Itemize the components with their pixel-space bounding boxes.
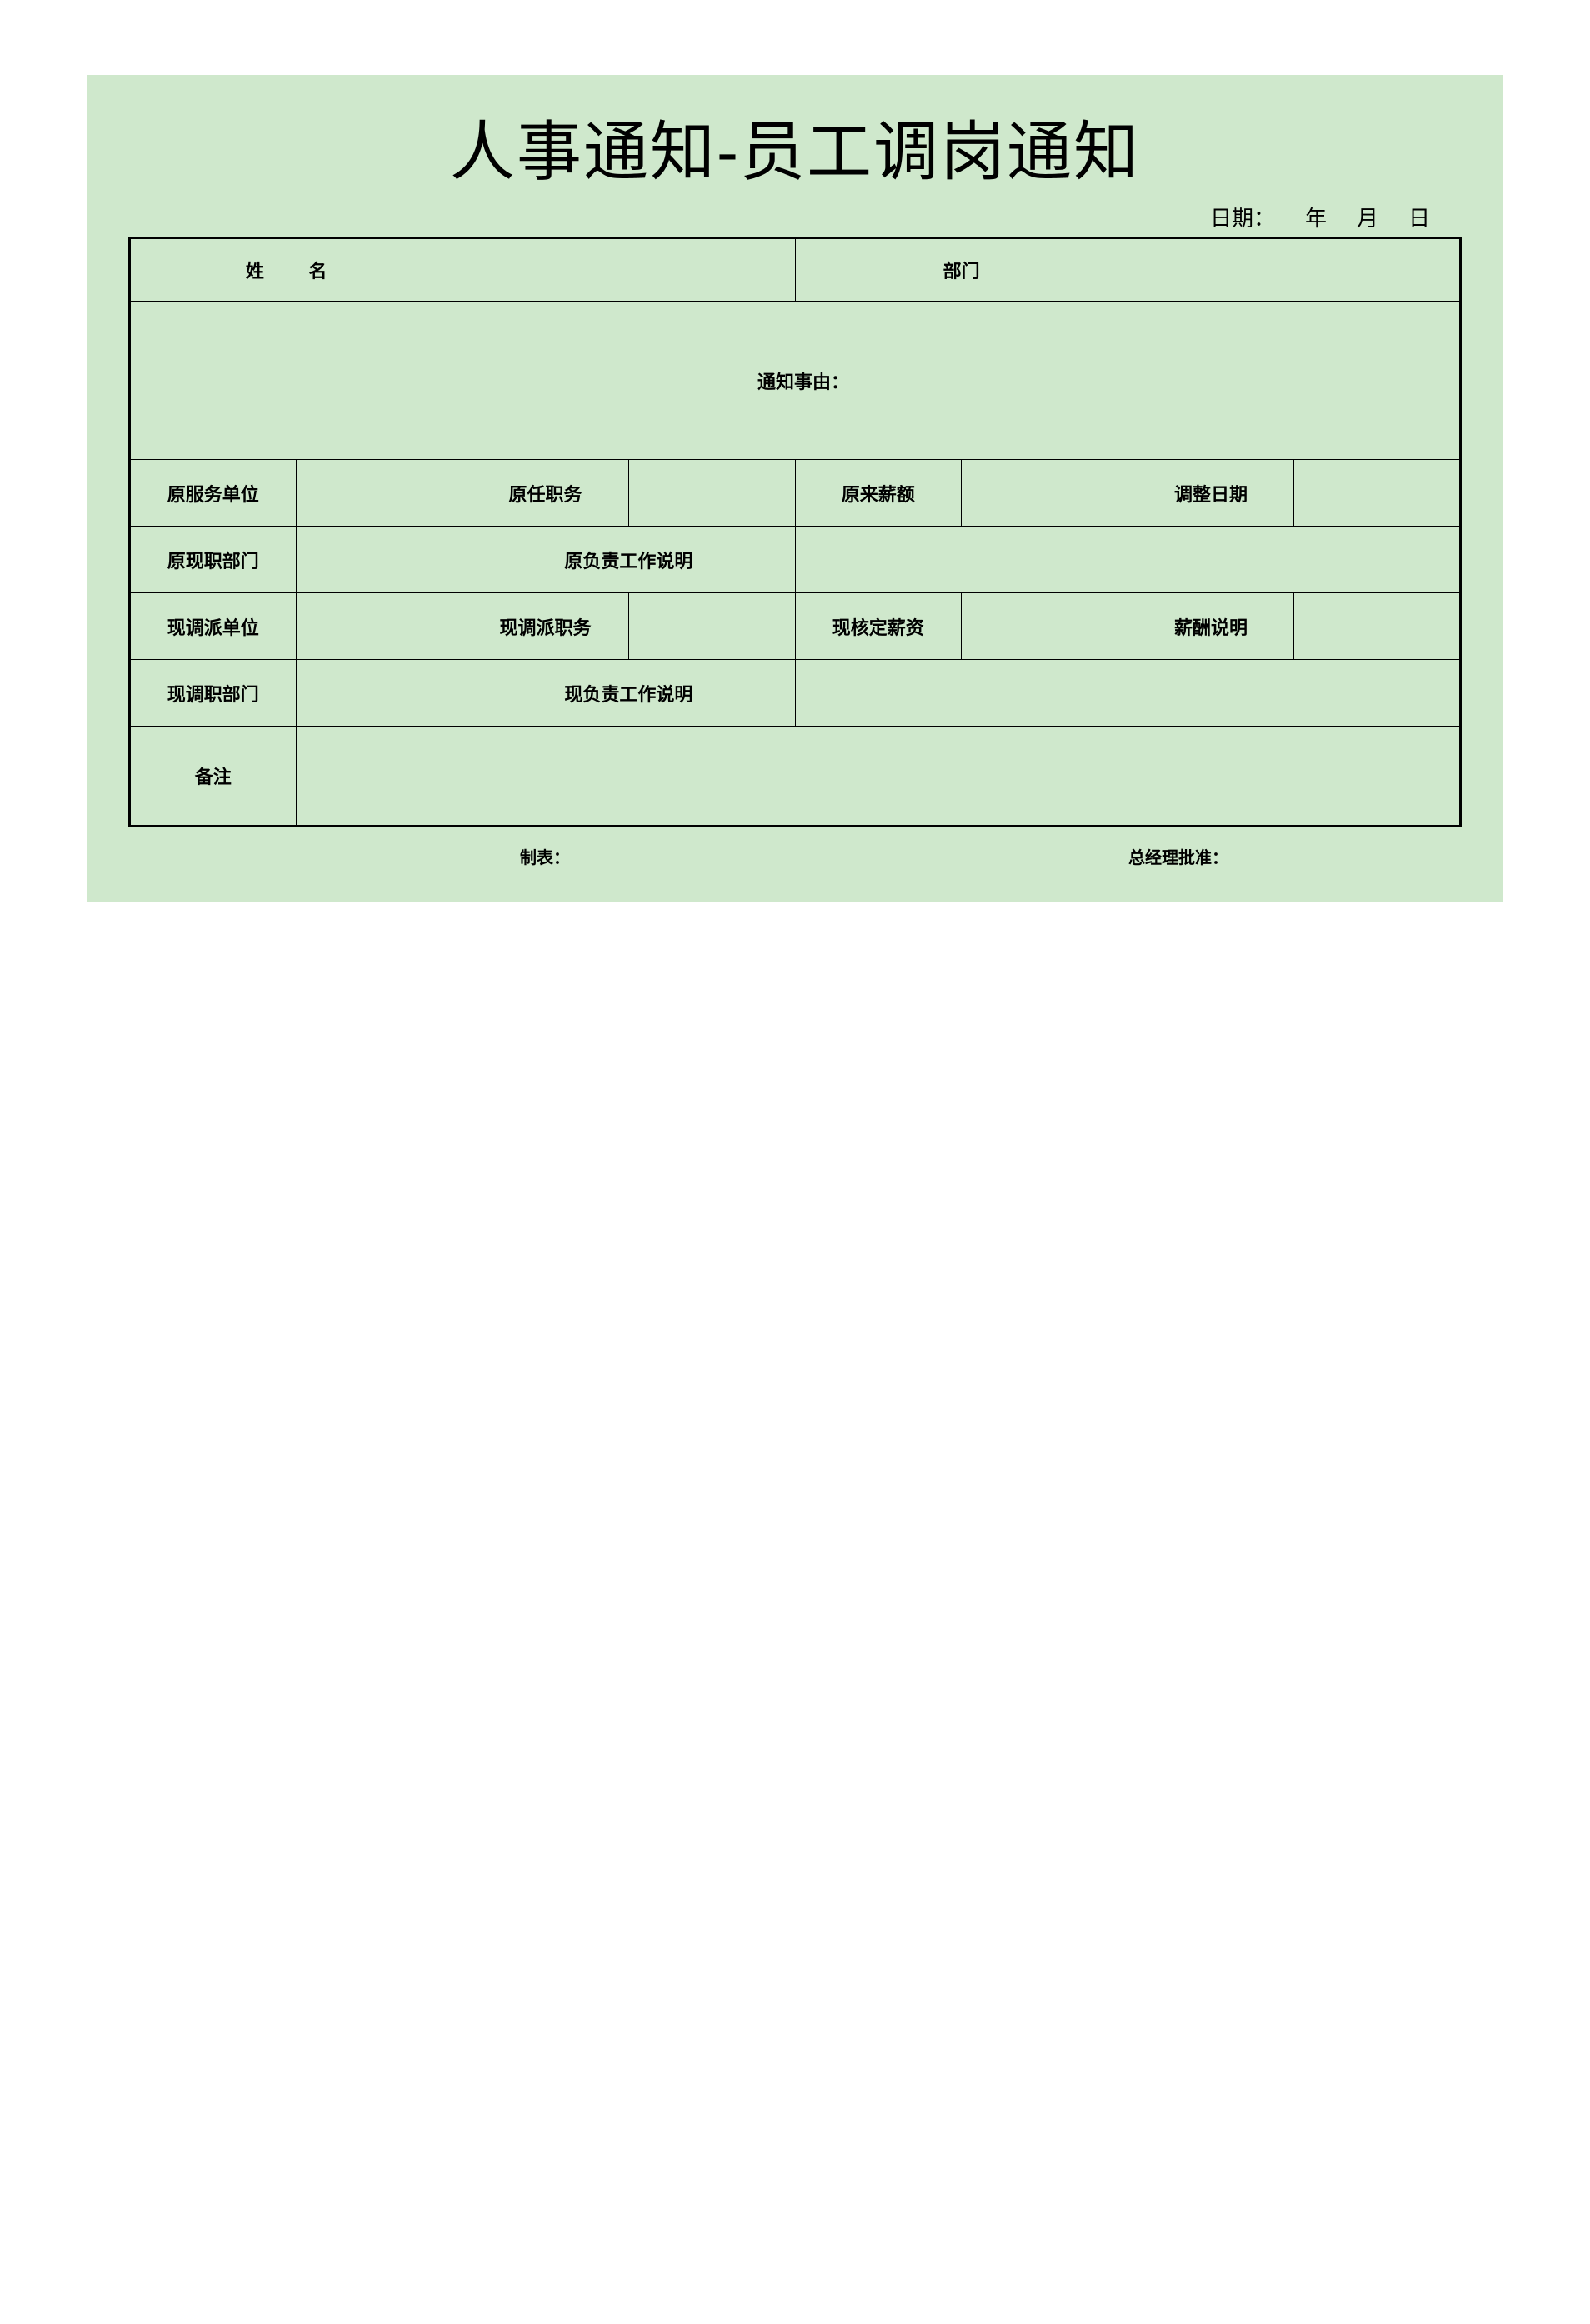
- orig-work-desc-value[interactable]: [795, 527, 1461, 593]
- new-dept-row: 现调职部门 现负责工作说明: [130, 660, 1461, 727]
- orig-dept-value[interactable]: [296, 527, 462, 593]
- preparer-label: 制表：: [128, 844, 795, 868]
- reason-cell[interactable]: 通知事由：: [130, 302, 1461, 460]
- header-row: 姓 名 部门: [130, 238, 1461, 302]
- new-unit-label: 现调派单位: [130, 593, 297, 660]
- orig-salary-value[interactable]: [962, 460, 1128, 527]
- name-value[interactable]: [462, 238, 795, 302]
- adjust-date-label: 调整日期: [1128, 460, 1294, 527]
- name-label: 姓 名: [130, 238, 462, 302]
- new-dept-value[interactable]: [296, 660, 462, 727]
- salary-desc-label: 薪酬说明: [1128, 593, 1294, 660]
- month-label: 月: [1357, 207, 1378, 231]
- approver-label: 总经理批准：: [795, 844, 1462, 868]
- new-position-label: 现调派职务: [462, 593, 629, 660]
- day-label: 日: [1408, 207, 1430, 231]
- orig-dept-label: 原现职部门: [130, 527, 297, 593]
- year-label: 年: [1305, 207, 1327, 231]
- reason-row: 通知事由：: [130, 302, 1461, 460]
- remark-label: 备注: [130, 727, 297, 827]
- salary-desc-value[interactable]: [1294, 593, 1461, 660]
- new-dept-label: 现调职部门: [130, 660, 297, 727]
- form-title: 人事通知-员工调岗通知: [128, 100, 1462, 193]
- remark-row: 备注: [130, 727, 1461, 827]
- dept-value[interactable]: [1128, 238, 1460, 302]
- new-position-value[interactable]: [628, 593, 795, 660]
- form-container: 人事通知-员工调岗通知 日期：年月日 姓 名 部门 通知事由： 原服务单位 原任: [87, 75, 1503, 902]
- orig-dept-row: 原现职部门 原负责工作说明: [130, 527, 1461, 593]
- dept-label: 部门: [795, 238, 1128, 302]
- adjust-date-value[interactable]: [1294, 460, 1461, 527]
- orig-unit-value[interactable]: [296, 460, 462, 527]
- orig-salary-label: 原来薪额: [795, 460, 962, 527]
- reason-label: 通知事由：: [758, 372, 849, 392]
- date-label: 日期：: [1210, 207, 1275, 231]
- orig-row: 原服务单位 原任职务 原来薪额 调整日期: [130, 460, 1461, 527]
- new-unit-value[interactable]: [296, 593, 462, 660]
- orig-work-desc-label: 原负责工作说明: [462, 527, 795, 593]
- footer-row: 制表： 总经理批准：: [128, 844, 1462, 868]
- new-salary-label: 现核定薪资: [795, 593, 962, 660]
- form-table: 姓 名 部门 通知事由： 原服务单位 原任职务 原来薪额 调整日期 原现职部门 …: [128, 237, 1462, 827]
- orig-unit-label: 原服务单位: [130, 460, 297, 527]
- remark-value[interactable]: [296, 727, 1460, 827]
- new-work-desc-value[interactable]: [795, 660, 1461, 727]
- orig-position-label: 原任职务: [462, 460, 629, 527]
- new-work-desc-label: 现负责工作说明: [462, 660, 795, 727]
- new-row: 现调派单位 现调派职务 现核定薪资 薪酬说明: [130, 593, 1461, 660]
- new-salary-value[interactable]: [962, 593, 1128, 660]
- date-line: 日期： 年 月 日: [128, 202, 1462, 232]
- orig-position-value[interactable]: [628, 460, 795, 527]
